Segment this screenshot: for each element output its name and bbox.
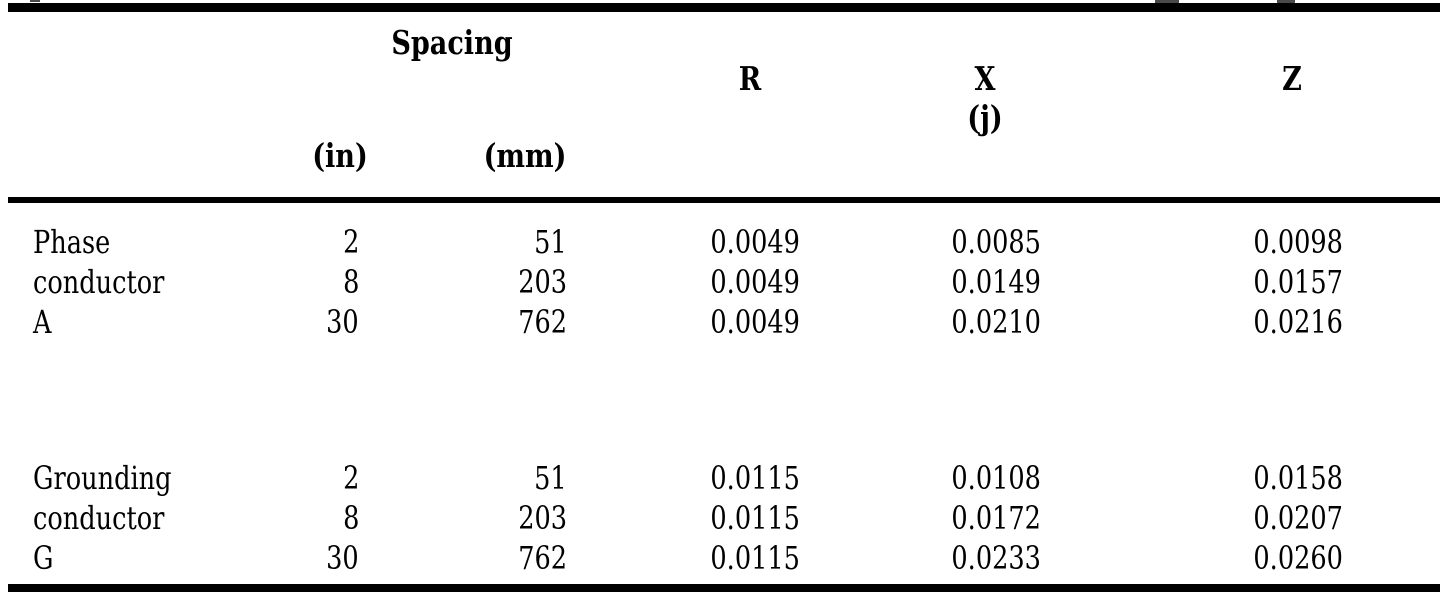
table-row: G 30 762 0.0115 0.0233 0.0260 [0,538,1447,578]
cell-spacing-mm: 203 [518,499,567,537]
cell-resistance: 0.0115 [710,459,800,497]
cell-reactance: 0.0172 [951,499,1041,537]
cell-spacing-in: 8 [342,263,359,301]
row-label: Grounding [33,459,172,497]
row-label: A [33,303,52,341]
scan-artifact [30,0,40,2]
cell-resistance: 0.0115 [710,539,800,577]
cell-resistance: 0.0115 [710,499,800,537]
cell-spacing-mm: 762 [518,303,567,341]
scan-artifact [1277,0,1295,5]
cell-reactance: 0.0210 [951,303,1041,341]
cell-reactance: 0.0233 [951,539,1041,577]
table-row: Phase 2 51 0.0049 0.0085 0.0098 [0,222,1447,262]
cell-reactance: 0.0149 [951,263,1041,301]
cell-spacing-mm: 203 [518,263,567,301]
column-header-impedance: Z [1282,59,1302,98]
table-top-rule [8,3,1440,12]
row-label: conductor [33,263,165,301]
cell-spacing-mm: 51 [534,459,567,497]
row-group-grounding-conductor: Grounding 2 51 0.0115 0.0108 0.0158 cond… [0,458,1447,578]
cell-spacing-in: 30 [326,303,359,341]
scan-artifact [1155,0,1179,4]
cell-spacing-in: 2 [342,223,359,261]
cell-spacing-in: 30 [326,539,359,577]
table-row: Grounding 2 51 0.0115 0.0108 0.0158 [0,458,1447,498]
table-row: A 30 762 0.0049 0.0210 0.0216 [0,302,1447,342]
table-row: conductor 8 203 0.0049 0.0149 0.0157 [0,262,1447,302]
cell-impedance: 0.0098 [1253,223,1343,261]
cell-spacing-mm: 762 [518,539,567,577]
cell-impedance: 0.0158 [1253,459,1343,497]
column-header-spacing-mm: (mm) [483,136,567,175]
column-header-resistance: R [738,59,762,98]
table-row: conductor 8 203 0.0115 0.0172 0.0207 [0,498,1447,538]
row-label: Phase [33,223,111,261]
row-label: conductor [33,499,165,537]
cell-spacing-in: 2 [342,459,359,497]
cell-reactance: 0.0108 [951,459,1041,497]
cell-impedance: 0.0207 [1253,499,1343,537]
cell-resistance: 0.0049 [710,223,800,261]
cell-impedance: 0.0260 [1253,539,1343,577]
cell-impedance: 0.0216 [1253,303,1343,341]
column-header-spacing: Spacing [391,23,513,62]
cell-impedance: 0.0157 [1253,263,1343,301]
row-group-phase-conductor: Phase 2 51 0.0049 0.0085 0.0098 conducto… [0,222,1447,342]
cell-resistance: 0.0049 [710,303,800,341]
column-header-reactance: X [974,59,996,98]
cell-spacing-mm: 51 [534,223,567,261]
cell-spacing-in: 8 [342,499,359,537]
column-header-reactance-imaginary: (j) [967,98,1003,137]
row-label: G [33,539,54,577]
column-header-spacing-inches: (in) [312,136,368,175]
table-header-rule [8,197,1440,203]
cell-resistance: 0.0049 [710,263,800,301]
cell-reactance: 0.0085 [951,223,1041,261]
table-bottom-rule [8,584,1440,592]
